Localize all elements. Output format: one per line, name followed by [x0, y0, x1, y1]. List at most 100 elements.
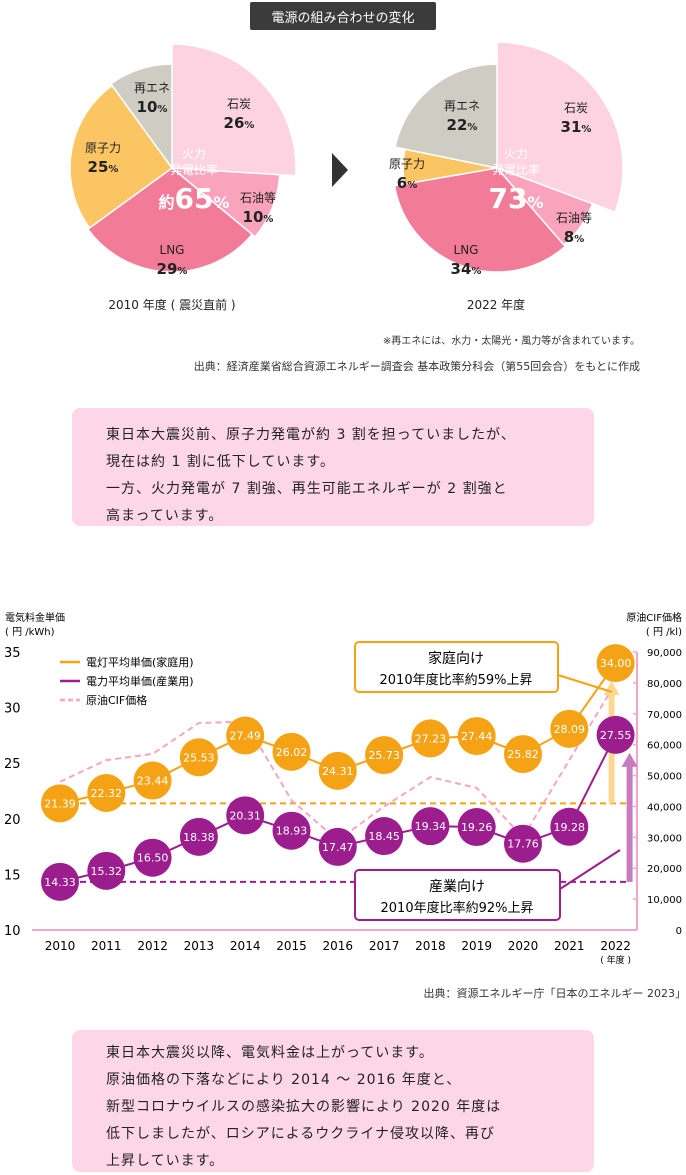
- pie-slice-value: 26%: [224, 114, 255, 132]
- household-callout-box: [354, 641, 559, 693]
- right-tick-label: 80,000: [647, 679, 682, 690]
- pie-slice-2010: [171, 43, 297, 177]
- industrial-callout-text: 2010年度比率約92%上昇: [381, 900, 534, 916]
- industrial-point: [226, 796, 265, 835]
- industrial-rise-arrow: [626, 764, 633, 882]
- data-label: 27.23: [415, 732, 447, 745]
- summary-line: 新型コロナウイルスの感染拡大の影響により 2020 年度は: [106, 1099, 502, 1115]
- pie-slice-value: 6%: [397, 174, 417, 192]
- pie-slice-value: 10%: [243, 208, 274, 226]
- chart-legend: 電灯平均単価(家庭用) 電力平均単価(産業用) 原油CIF価格: [60, 655, 194, 707]
- pie-slice-name: 原子力: [85, 141, 121, 155]
- left-tick-label: 15: [4, 868, 21, 883]
- household-point: [87, 774, 126, 813]
- industrial-point: [365, 817, 404, 856]
- summary-box-1: 東日本大震災前、原子力発電が約 3 割を担っていましたが、 現在は約 1 割に低…: [72, 408, 594, 526]
- industrial-point: [318, 827, 357, 866]
- right-tick-label: 20,000: [647, 864, 682, 875]
- data-label: 34.00: [600, 657, 632, 670]
- industrial-point: [272, 811, 311, 850]
- left-tick-label: 35: [4, 646, 21, 661]
- data-label: 23.44: [137, 775, 169, 788]
- legend-label: 原油CIF価格: [86, 693, 147, 707]
- pie-center-label: 火力: [504, 147, 528, 161]
- household-point: [272, 732, 311, 771]
- industrial-point: [41, 862, 79, 901]
- household-point: [179, 738, 218, 777]
- industrial-point: [550, 807, 589, 846]
- left-axis-title: 電気料金単価: [5, 611, 65, 624]
- industrial-point: [179, 817, 218, 856]
- industrial-point: [504, 824, 542, 863]
- legend-label: 電力平均単価(産業用): [86, 674, 194, 688]
- left-tick-label: 10: [4, 924, 21, 939]
- data-label: 22.32: [91, 787, 123, 800]
- household-point: [411, 719, 450, 758]
- right-tick-label: 10,000: [647, 895, 682, 906]
- pie-slice-name: LNG: [160, 243, 185, 257]
- x-tick-label: 2020: [508, 939, 539, 953]
- data-label: 17.47: [322, 841, 354, 854]
- summary-line: 高まっています。: [106, 508, 224, 524]
- pie-slice-value: 25%: [88, 158, 119, 176]
- pie-slice-2022: [496, 41, 624, 214]
- right-tick-label: 60,000: [647, 741, 682, 752]
- right-tick-label: 0: [676, 926, 682, 937]
- data-label: 19.28: [554, 821, 586, 834]
- left-tick-label: 20: [4, 813, 21, 828]
- data-label: 28.09: [554, 723, 586, 736]
- right-axis-title: 原油CIF価格: [626, 611, 682, 624]
- data-label: 27.44: [461, 730, 493, 743]
- household-point: [226, 716, 265, 755]
- household-callout-text: 2010年度比率約59%上昇: [380, 672, 533, 688]
- right-tick-label: 30,000: [647, 833, 682, 844]
- data-label: 27.49: [229, 730, 261, 743]
- pie-slice-2010: [69, 84, 174, 230]
- household-point: [133, 761, 172, 800]
- pie-slice-2022: [394, 63, 498, 169]
- data-label: 17.76: [507, 838, 539, 851]
- pie-slice-name: 石油等: [556, 211, 592, 225]
- industrial-point: [133, 838, 172, 877]
- pie-slice-name: 再エネ: [444, 99, 480, 113]
- pie-center-value: 約65%: [158, 182, 229, 215]
- summary-box-2: 東日本大震災以降、電気料金は上がっています。 原油価格の下落などにより 2014…: [72, 1030, 594, 1172]
- legend-label: 電灯平均単価(家庭用): [86, 655, 194, 669]
- x-tick-label: 2016: [323, 939, 354, 953]
- x-tick-label: 2013: [184, 939, 215, 953]
- x-tick-label: 2014: [230, 939, 261, 953]
- data-label: 26.02: [276, 746, 308, 759]
- left-axis-unit: ( 円 /kWh): [5, 627, 55, 638]
- section-title-badge: 電源の組み合わせの変化: [250, 2, 436, 30]
- pie-center-label: 発電比率: [170, 162, 218, 177]
- pie-slice-name: 原子力: [389, 157, 425, 171]
- pie-slice-2010: [109, 63, 173, 171]
- summary-line: 低下しましたが、ロシアによるウクライナ侵攻以降、再び: [106, 1126, 496, 1142]
- household-point: [596, 644, 635, 683]
- chart-markers: 21.39 22.32 23.44 25.53 27.49 26.02 24.31 25.73…: [41, 644, 635, 901]
- household-point: [41, 784, 79, 823]
- pie-slice-2022: [393, 167, 567, 273]
- x-tick-label: 2015: [276, 939, 307, 953]
- data-label: 18.38: [183, 831, 215, 844]
- summary-line: 上昇しています。: [106, 1153, 225, 1169]
- right-tick-label: 70,000: [647, 710, 682, 721]
- industrial-callout-title: 産業向け: [429, 879, 485, 895]
- right-axis-unit: ( 円 /kl): [646, 627, 682, 638]
- summary-line: 東日本大震災以降、電気料金は上がっています。: [106, 1045, 434, 1061]
- right-tick-label: 50,000: [647, 772, 682, 783]
- household-point: [318, 751, 357, 790]
- summary-line: 現在は約 1 割に低下しています。: [106, 454, 335, 470]
- data-label: 25.82: [507, 748, 539, 761]
- household-point: [504, 735, 542, 774]
- pie-slice-2010: [86, 167, 254, 273]
- household-point: [550, 709, 589, 748]
- pie-center-label: 火力: [182, 147, 206, 161]
- right-tick-label: 40,000: [647, 802, 682, 813]
- data-label: 21.39: [44, 797, 76, 810]
- pie-slice-value: 8%: [564, 228, 584, 246]
- pie-slice-value: 22%: [447, 116, 478, 134]
- industrial-callout-box: [354, 869, 561, 921]
